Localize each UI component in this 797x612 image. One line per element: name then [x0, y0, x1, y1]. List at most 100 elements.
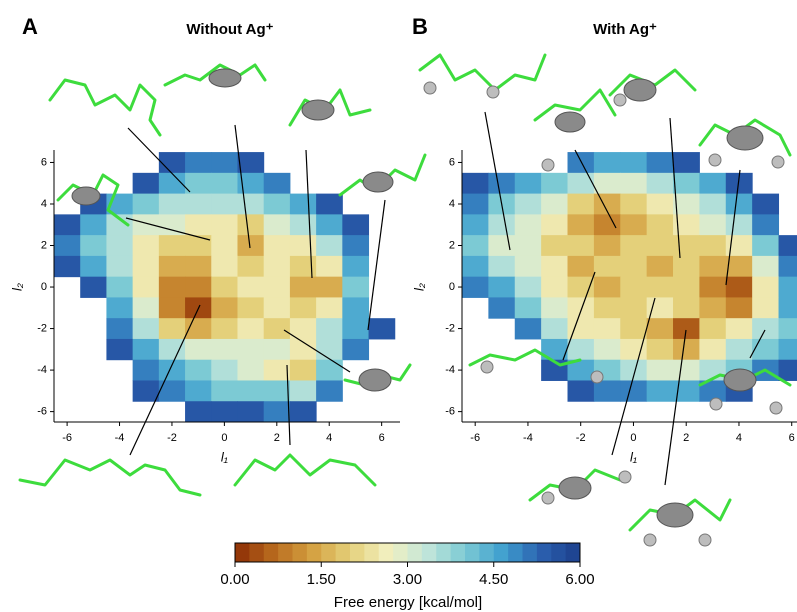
energy-cell	[541, 318, 568, 339]
y-tick-label: 2	[449, 239, 455, 251]
energy-cell	[159, 235, 186, 256]
energy-cell	[673, 339, 700, 360]
x-tick-label: 2	[274, 432, 280, 444]
energy-cell	[185, 235, 212, 256]
energy-cell	[647, 318, 674, 339]
energy-cell	[159, 194, 186, 215]
energy-cell	[541, 214, 568, 235]
colorbar-tick-label: 0.00	[220, 571, 249, 588]
energy-cell	[594, 235, 621, 256]
y-axis-label: l₂	[9, 283, 24, 291]
colorbar-swatch	[465, 543, 480, 562]
energy-cell	[620, 194, 647, 215]
energy-cell	[54, 235, 81, 256]
colorbar: 0.001.503.004.506.00	[220, 543, 594, 588]
energy-cell	[568, 256, 595, 277]
energy-cell	[316, 339, 343, 360]
energy-cell	[80, 214, 107, 235]
energy-cell	[647, 256, 674, 277]
energy-cell	[185, 214, 212, 235]
energy-cell	[133, 277, 160, 298]
energy-cell	[369, 318, 396, 339]
colorbar-swatch	[393, 543, 408, 562]
energy-cell	[237, 401, 264, 422]
energy-cell	[237, 214, 264, 235]
energy-cell	[673, 152, 700, 173]
energy-cell	[568, 194, 595, 215]
x-axis-label: l₁	[630, 449, 637, 464]
energy-cell	[594, 173, 621, 194]
x-tick-label: 4	[736, 432, 742, 444]
x-tick-label: -4	[523, 432, 533, 444]
energy-cell	[133, 297, 160, 318]
energy-cell	[620, 318, 647, 339]
energy-cell	[488, 277, 515, 298]
energy-cell	[237, 360, 264, 381]
colorbar-tick-label: 1.50	[307, 571, 336, 588]
y-tick-label: 2	[41, 239, 47, 251]
energy-cell	[541, 173, 568, 194]
energy-cell	[316, 277, 343, 298]
energy-cell	[211, 194, 238, 215]
energy-cell	[515, 214, 542, 235]
energy-cell	[462, 277, 489, 298]
energy-cell	[133, 360, 160, 381]
colorbar-swatch	[422, 543, 437, 562]
energy-cell	[211, 360, 238, 381]
energy-cell	[342, 277, 369, 298]
energy-cell	[185, 152, 212, 173]
x-tick-label: 0	[630, 432, 636, 444]
energy-cell	[752, 256, 779, 277]
energy-cell	[699, 297, 726, 318]
energy-cell	[133, 256, 160, 277]
energy-cell	[488, 235, 515, 256]
colorbar-swatch	[307, 543, 322, 562]
energy-cell	[620, 277, 647, 298]
energy-cell	[264, 380, 291, 401]
colorbar-swatch	[523, 543, 538, 562]
energy-cell	[726, 339, 753, 360]
energy-cell	[594, 297, 621, 318]
energy-cell	[647, 152, 674, 173]
energy-cell	[568, 152, 595, 173]
energy-cell	[185, 194, 212, 215]
x-tick-label: 0	[221, 432, 227, 444]
energy-cell	[316, 360, 343, 381]
energy-cell	[133, 235, 160, 256]
energy-cell	[264, 318, 291, 339]
energy-cell	[752, 339, 779, 360]
colorbar-swatch	[408, 543, 423, 562]
energy-cell	[699, 235, 726, 256]
energy-cell	[316, 214, 343, 235]
energy-cell	[752, 318, 779, 339]
colorbar-swatch	[235, 543, 250, 562]
energy-cell	[54, 256, 81, 277]
colorbar-swatch	[336, 543, 351, 562]
energy-cell	[211, 318, 238, 339]
energy-cell	[673, 277, 700, 298]
x-tick-label: -4	[115, 432, 125, 444]
energy-cell	[133, 214, 160, 235]
energy-cell	[264, 401, 291, 422]
energy-cell	[620, 297, 647, 318]
energy-cell	[594, 380, 621, 401]
colorbar-swatch	[566, 543, 581, 562]
energy-cell	[726, 214, 753, 235]
energy-cell	[185, 401, 212, 422]
energy-cell	[620, 235, 647, 256]
energy-cell	[568, 297, 595, 318]
energy-cell	[159, 297, 186, 318]
energy-cell	[699, 318, 726, 339]
energy-cell	[488, 173, 515, 194]
y-tick-label: 4	[41, 198, 47, 210]
energy-cell	[726, 297, 753, 318]
energy-cell	[185, 380, 212, 401]
energy-cell	[568, 173, 595, 194]
energy-cell	[541, 297, 568, 318]
energy-cell	[673, 297, 700, 318]
energy-cell	[779, 277, 797, 298]
energy-cell	[211, 401, 238, 422]
energy-cell	[515, 318, 542, 339]
colorbar-swatch	[264, 543, 279, 562]
